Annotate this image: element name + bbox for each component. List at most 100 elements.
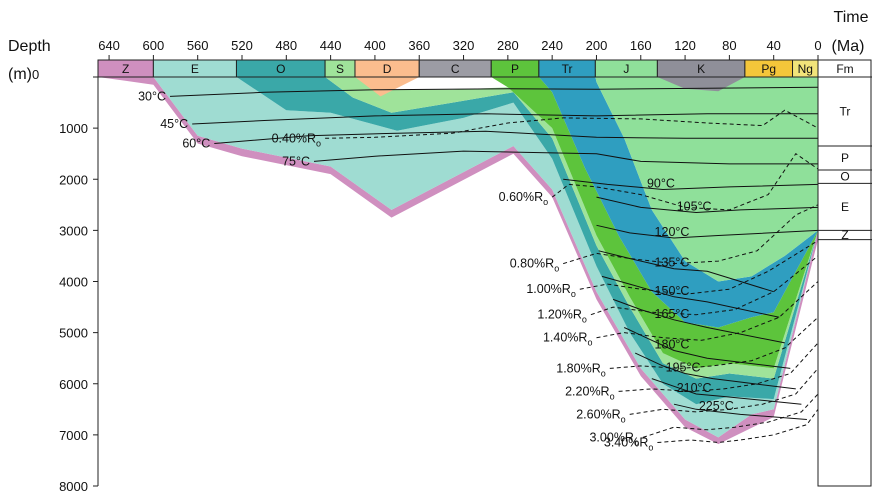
reflectance-label: 0.40%Ro	[272, 131, 322, 148]
period-label: S	[336, 62, 344, 76]
reflectance-line	[590, 255, 819, 316]
x-tick-label: 320	[453, 38, 475, 53]
reflectance-label: 1.40%Ro	[543, 331, 593, 348]
x-axis-unit: (Ma)	[832, 38, 865, 55]
reflectance-line	[642, 393, 819, 438]
x-tick-label: 120	[674, 38, 696, 53]
reflectance-label: 2.20%Ro	[565, 384, 615, 401]
isotherm-label: 225°C	[699, 399, 734, 413]
formation-label: E	[841, 200, 849, 214]
isotherm-line	[634, 352, 796, 390]
reflectance-line	[618, 342, 819, 392]
x-axis-title: Time	[834, 9, 869, 26]
period-label: O	[276, 62, 285, 76]
isotherm-label: 120°C	[655, 225, 690, 239]
isotherm-line	[313, 150, 818, 165]
isotherm-label: 150°C	[655, 284, 690, 298]
period-label: D	[383, 62, 392, 76]
x-tick-label: 360	[408, 38, 430, 53]
formation-header: Fm	[836, 62, 853, 76]
period-label: C	[451, 62, 460, 76]
isotherm-label: 30°C	[138, 89, 166, 103]
y-tick-label: 2000	[59, 172, 88, 187]
reflectance-label: 1.20%Ro	[537, 308, 587, 325]
isotherm-label: 75°C	[282, 154, 310, 168]
period-label: Z	[122, 62, 129, 76]
x-tick-label: 600	[143, 38, 165, 53]
reflectance-label: 3.40%Ro	[604, 436, 654, 453]
burial-layer-j	[595, 77, 818, 282]
x-tick-label: 200	[586, 38, 608, 53]
isotherm-line	[169, 86, 819, 97]
reflectance-line	[563, 204, 819, 265]
reflectance-line	[609, 316, 819, 369]
isotherm-label: 195°C	[666, 361, 701, 375]
x-tick-label: 520	[231, 38, 253, 53]
x-tick-label: 440	[320, 38, 342, 53]
isotherm-line	[596, 224, 819, 239]
isotherm-label: 135°C	[655, 256, 690, 270]
isotherm-label: 180°C	[655, 338, 690, 352]
period-label: Ng	[798, 62, 813, 76]
period-label: K	[697, 62, 705, 76]
x-tick-label: 160	[630, 38, 652, 53]
reflectance-label: 2.60%Ro	[576, 407, 626, 424]
reflectance-line	[629, 368, 819, 415]
y-tick-label: 0	[32, 67, 39, 82]
isotherm-line	[563, 178, 819, 191]
isotherm-label: 45°C	[160, 117, 188, 131]
y-tick-label: 8000	[59, 479, 88, 492]
burial-layer-o	[236, 77, 818, 405]
reflectance-label: 1.80%Ro	[556, 361, 606, 378]
y-tick-label: 1000	[59, 121, 88, 136]
y-tick-label: 6000	[59, 377, 88, 392]
reflectance-line	[596, 281, 819, 341]
formation-frame	[817, 59, 872, 487]
x-tick-label: 80	[722, 38, 736, 53]
isotherm-label: 105°C	[677, 199, 712, 213]
y-tick-label: 4000	[59, 275, 88, 290]
burial-layer-e	[153, 77, 818, 438]
isotherm-line	[598, 250, 774, 293]
y-tick-label: 7000	[59, 428, 88, 443]
y-tick-label: 5000	[59, 326, 88, 341]
reflectance-line	[579, 240, 819, 295]
burial-layer-p	[491, 77, 818, 369]
reflectance-label: 1.00%Ro	[526, 282, 576, 299]
reflectance-label: 0.60%Ro	[499, 190, 549, 207]
y-tick-label: 3000	[59, 223, 88, 238]
x-tick-label: 560	[187, 38, 209, 53]
formation-label: Tr	[840, 105, 851, 119]
isotherm-line	[623, 327, 791, 369]
x-tick-label: 0	[814, 38, 821, 53]
isotherm-line	[601, 275, 780, 318]
period-label: P	[511, 62, 519, 76]
period-label: E	[191, 62, 199, 76]
isotherm-label: 90°C	[647, 176, 675, 190]
period-label: Pg	[761, 62, 776, 76]
isotherm-label: 165°C	[655, 307, 690, 321]
isotherm-line	[673, 403, 807, 420]
reflectance-label: 0.80%Ro	[510, 257, 560, 274]
x-tick-label: 480	[275, 38, 297, 53]
period-bar: Z E O S D C P Tr J K Pg Ng	[97, 59, 819, 78]
burial-layers	[98, 77, 818, 445]
isotherm-label: 210°C	[677, 381, 712, 395]
axes: 640 600 560 520 480 440 400 360 320 280 240 200 160 1…	[32, 38, 822, 492]
isotherm-line	[192, 113, 818, 125]
formation-label: P	[841, 151, 849, 165]
formation-column: Fm Tr PO EZ	[817, 59, 872, 487]
formation-label: Z	[841, 228, 848, 242]
period-label: J	[623, 62, 629, 76]
formation-label: O	[840, 170, 849, 184]
y-axis-unit: (m)	[8, 66, 32, 83]
x-tick-label: 240	[541, 38, 563, 53]
isotherm-line	[612, 298, 785, 344]
reflectance-lines: 0.40%Ro 0.60%Ro 0.80%Ro 1.00%Ro 1.20%Ro 1.40%…	[272, 109, 819, 453]
burial-layer-d	[355, 77, 420, 97]
period-label: Tr	[562, 62, 573, 76]
reflectance-line	[551, 153, 819, 211]
y-axis-title: Depth	[8, 38, 51, 55]
